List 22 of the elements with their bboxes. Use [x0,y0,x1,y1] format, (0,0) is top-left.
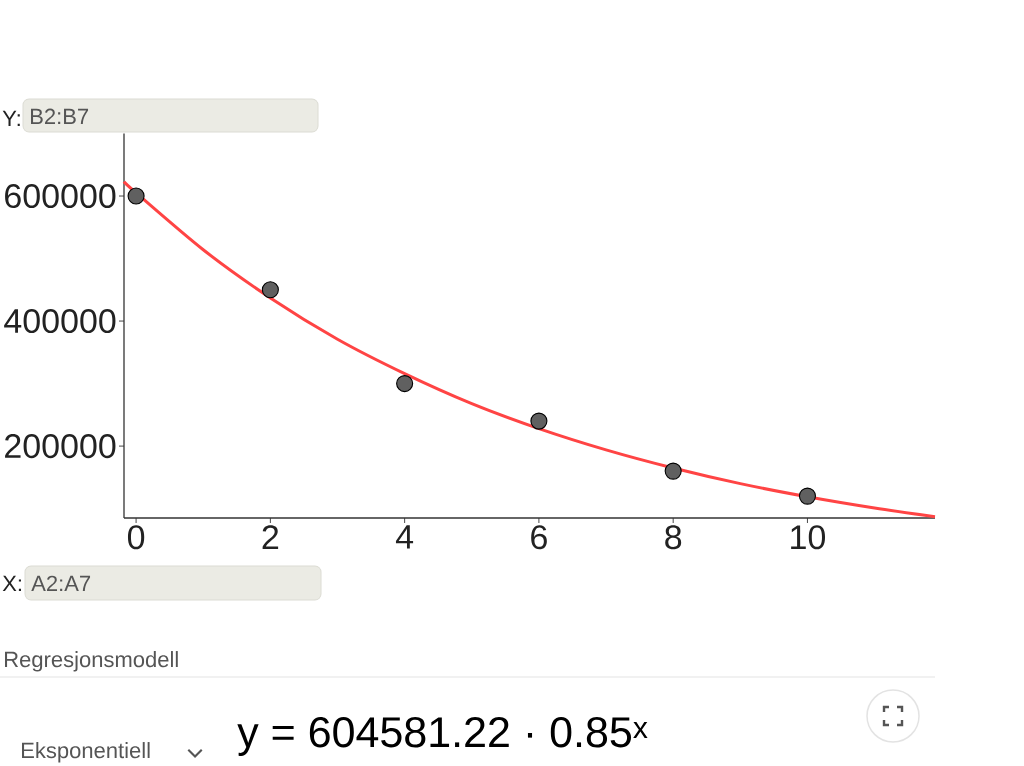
point [396,375,414,393]
x-tick-label: 4 [395,525,414,549]
text: Y: [2,110,20,126]
text: Eksponentiell [22,742,150,763]
x-tick-label: 0 [127,525,145,550]
point [798,487,816,505]
y-tick-label: 600000 [5,183,116,209]
x-tick-label: 8 [665,525,682,550]
point [664,462,682,480]
text: A2:A7 [31,575,91,591]
x-tick-label: 6 [531,525,547,550]
text: B2:B7 [31,108,89,124]
x-tick-label: 2 [262,525,279,549]
text: y = 604581.22 · 0.85$^{x}$ [237,716,648,756]
point [127,187,145,205]
x-tick-label: 10 [791,525,826,550]
point [530,412,548,430]
y-tick-label: 200000 [5,434,116,459]
y-tick-label: 400000 [4,309,116,334]
text: X: [2,575,21,591]
point [261,281,279,299]
text: Regresjonsmodell [5,651,178,672]
